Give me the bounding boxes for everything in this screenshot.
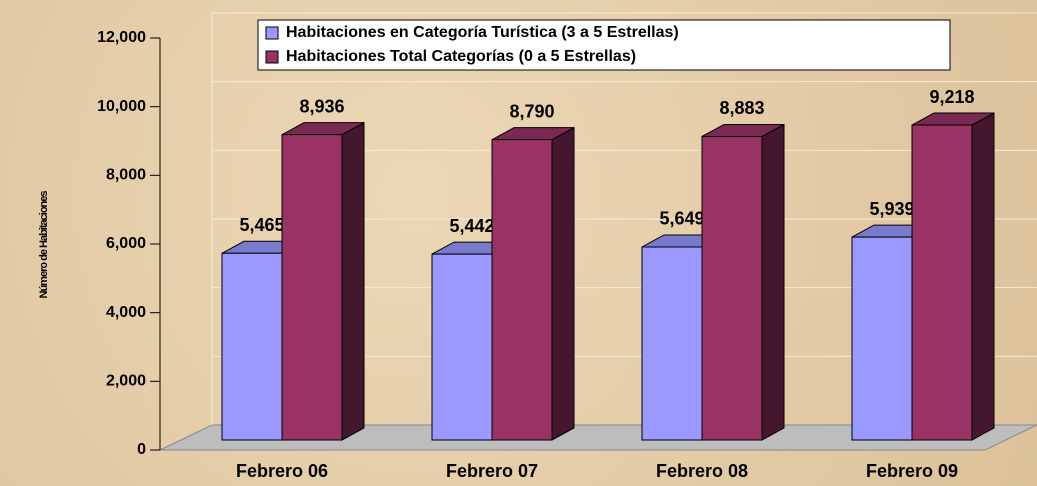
- y-tick-label: 12,000: [97, 29, 146, 46]
- x-tick-label: Febrero 07: [446, 461, 538, 481]
- data-label: 5,649: [659, 209, 704, 229]
- bar-front: [851, 236, 913, 441]
- bar: [491, 126, 575, 441]
- legend: [257, 19, 951, 71]
- data-label: 8,790: [509, 101, 554, 121]
- y-tick-label: 10,000: [97, 98, 146, 115]
- bar-side: [971, 112, 995, 441]
- bar-side: [551, 126, 575, 441]
- y-tick-label: 2,000: [106, 373, 146, 390]
- data-label: 5,939: [869, 199, 914, 219]
- bar-front: [911, 124, 973, 441]
- legend-swatch: [265, 26, 279, 40]
- bar-front: [491, 139, 553, 441]
- data-label: 8,883: [719, 98, 764, 118]
- bar-front: [221, 252, 283, 441]
- data-label: 5,442: [449, 216, 494, 236]
- y-tick-label: 0: [137, 441, 146, 458]
- x-tick-label: Febrero 06: [236, 461, 328, 481]
- bar-front: [281, 134, 343, 441]
- legend-label: Habitaciones Total Categorías (0 a 5 Est…: [286, 48, 636, 65]
- data-label: 9,218: [929, 87, 974, 107]
- x-tick-label: Febrero 08: [656, 461, 748, 481]
- bar-side: [341, 121, 365, 441]
- legend-label: Habitaciones en Categoría Turística (3 a…: [286, 24, 679, 41]
- y-tick-label: 4,000: [106, 304, 146, 321]
- legend-swatch: [265, 50, 279, 64]
- y-tick-label: 6,000: [106, 235, 146, 252]
- data-label: 5,465: [239, 215, 284, 235]
- data-label: 8,936: [299, 96, 344, 116]
- y-axis-label: Número de Habitaciones: [38, 191, 50, 299]
- y-tick-label: 8,000: [106, 167, 146, 184]
- bar-front: [641, 246, 703, 441]
- bar-front: [431, 253, 493, 441]
- bar: [911, 112, 995, 441]
- bar-front: [701, 135, 763, 441]
- x-tick-label: Febrero 09: [866, 461, 958, 481]
- bar-side: [761, 123, 785, 441]
- bar: [281, 121, 365, 441]
- bar: [701, 123, 785, 441]
- floor: [159, 424, 1037, 451]
